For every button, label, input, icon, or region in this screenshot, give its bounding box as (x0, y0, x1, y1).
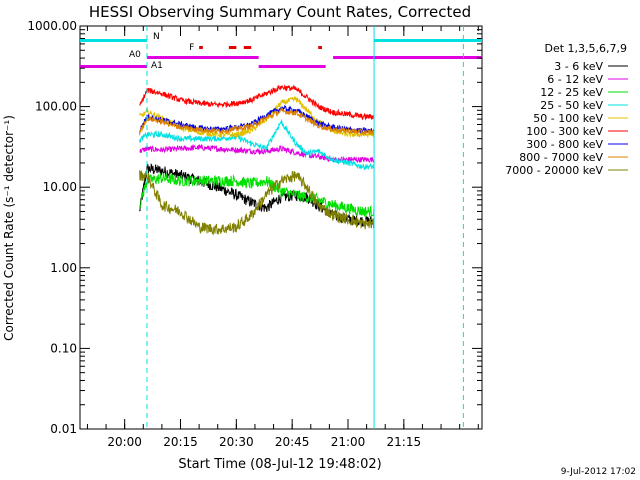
legend-label-5: 100 - 300 keV (526, 125, 603, 138)
boundary-lines (146, 26, 464, 429)
series-group (139, 84, 375, 236)
chart-title: HESSI Observing Summary Count Rates, Cor… (89, 3, 471, 21)
legend-label-6: 300 - 800 keV (526, 138, 603, 151)
attenuator-upper-bar-1 (333, 56, 482, 59)
status-flags: N F A0 A1 (80, 32, 482, 71)
night-flag-label: N (153, 32, 160, 42)
legend-label-3: 25 - 50 keV (540, 99, 603, 112)
y-tick-label: 1.00 (50, 261, 77, 275)
y-axis-title: Corrected Count Rate (s⁻¹ detector⁻¹) (2, 115, 16, 341)
legend-label-0: 3 - 6 keV (554, 60, 603, 73)
attenuator-lower-bar-0 (80, 65, 147, 68)
footer-date: 9-Jul-2012 17:02 (561, 467, 636, 477)
legend-label-7: 800 - 7000 keV (519, 151, 603, 164)
plot-frame (79, 25, 483, 430)
flare-flag-bar-0 (199, 46, 203, 49)
series-line-8 (139, 170, 375, 236)
series-line-3 (139, 118, 375, 171)
x-axis-title: Start Time (08-Jul-12 19:48:02) (178, 457, 381, 472)
legend-label-8: 7000 - 20000 keV (505, 164, 603, 177)
x-tick-label: 20:45 (275, 435, 310, 449)
flare-flag-bar-1 (228, 46, 237, 49)
attenuator-upper-bar-0 (147, 56, 259, 59)
series-line-2 (139, 172, 375, 218)
series-line-7 (139, 107, 375, 136)
series-line-1 (139, 143, 375, 164)
night-flag-bar-1 (374, 39, 482, 42)
night-flag-bar-0 (80, 39, 147, 42)
y-tick-label: 0.01 (50, 422, 77, 436)
x-tick-label: 21:15 (387, 435, 422, 449)
legend-label-1: 6 - 12 keV (547, 73, 603, 86)
y-tick-label: 100.00 (35, 100, 77, 114)
flare-flag-label: F (189, 43, 194, 53)
flare-flag-bar-2 (243, 46, 252, 49)
x-tick-label: 20:00 (107, 435, 142, 449)
attenuator-lower-bar-1 (258, 65, 326, 68)
series-line-5 (139, 84, 375, 121)
series-line-6 (139, 104, 375, 134)
legend-label-4: 50 - 100 keV (533, 112, 603, 125)
y-tick-label: 10.00 (43, 180, 77, 194)
legend-title: Det 1,3,5,6,7,9 (544, 42, 627, 55)
x-tick-label: 20:30 (219, 435, 254, 449)
x-tick-label: 20:15 (163, 435, 198, 449)
x-axis: 20:00 20:15 20:30 20:45 21:00 21:15 (86, 26, 479, 449)
y-tick-label: 0.10 (50, 341, 77, 355)
flare-flag-bar-3 (318, 46, 322, 49)
x-tick-label: 21:00 (331, 435, 366, 449)
attenuator-a1-label: A1 (151, 61, 163, 71)
attenuator-a0-label: A0 (129, 50, 141, 60)
y-tick-label: 1000.00 (27, 19, 77, 33)
y-axis: 0.01 0.10 1.00 10.00 100.00 1000.00 (27, 19, 482, 436)
legend-label-2: 12 - 25 keV (540, 86, 603, 99)
